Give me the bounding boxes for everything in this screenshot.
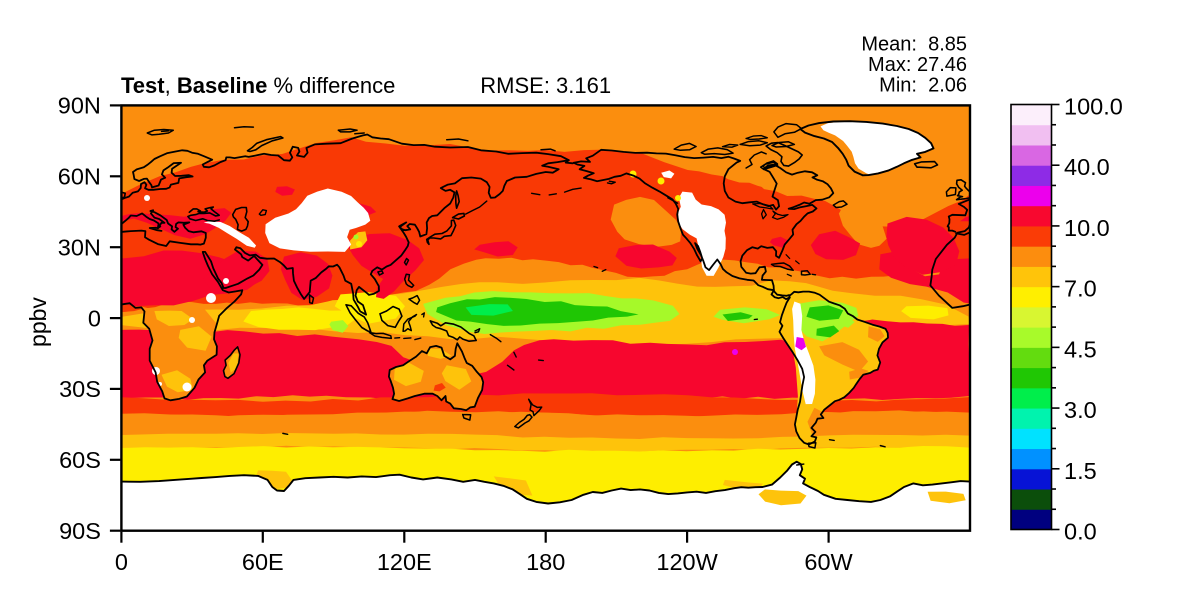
svg-text:0.0: 0.0 [1064, 519, 1097, 545]
svg-text:ppbv: ppbv [25, 297, 51, 347]
svg-text:1.5: 1.5 [1064, 458, 1097, 484]
svg-text:0: 0 [115, 549, 128, 575]
svg-text:30S: 30S [59, 376, 101, 402]
svg-text:60W: 60W [804, 549, 853, 575]
svg-text:40.0: 40.0 [1064, 154, 1110, 180]
svg-text:30N: 30N [58, 235, 101, 261]
svg-text:RMSE: 3.161: RMSE: 3.161 [480, 73, 611, 98]
svg-text:60S: 60S [59, 447, 101, 473]
svg-text:120E: 120E [377, 549, 432, 575]
svg-text:Min: 2.06: Min: 2.06 [879, 74, 967, 96]
svg-text:7.0: 7.0 [1064, 276, 1097, 302]
svg-text:Max: 27.46: Max: 27.46 [868, 54, 967, 76]
svg-text:90S: 90S [59, 518, 101, 544]
svg-text:4.5: 4.5 [1064, 336, 1097, 362]
svg-text:60E: 60E [242, 549, 284, 575]
svg-text:3.0: 3.0 [1064, 397, 1097, 423]
svg-text:Test, Baseline % difference: Test, Baseline % difference [121, 73, 395, 98]
svg-text:60N: 60N [58, 164, 101, 190]
svg-text:90N: 90N [58, 93, 101, 119]
svg-text:180: 180 [526, 549, 565, 575]
svg-text:10.0: 10.0 [1064, 215, 1110, 241]
svg-text:0: 0 [88, 305, 101, 331]
svg-text:Mean: 8.85: Mean: 8.85 [861, 34, 967, 56]
svg-text:120W: 120W [656, 549, 718, 575]
svg-text:100.0: 100.0 [1064, 94, 1123, 120]
